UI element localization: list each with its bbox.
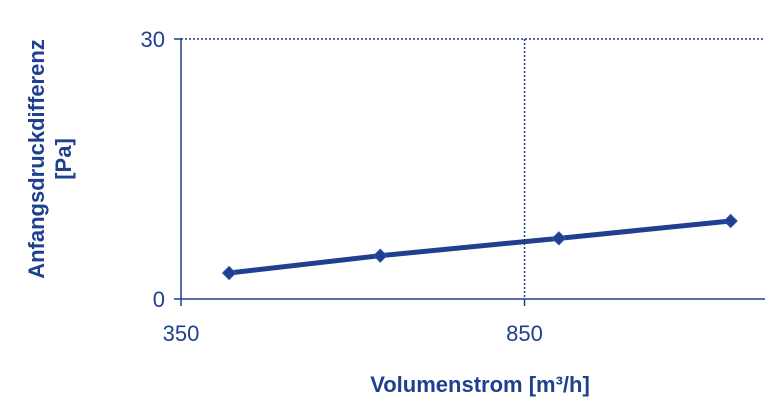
series-line xyxy=(226,218,734,276)
x-tick-label: 850 xyxy=(506,321,543,346)
data-point-marker xyxy=(221,265,237,281)
grid-lines xyxy=(181,38,765,299)
y-tick-label: 30 xyxy=(141,27,165,52)
data-point-marker xyxy=(551,231,567,246)
x-tick-label: 350 xyxy=(163,321,200,346)
series-layer xyxy=(221,213,738,281)
data-point-marker xyxy=(373,248,388,263)
y-axis-title-line-2: [Pa] xyxy=(51,138,76,180)
y-axis-title: Anfangsdruckdifferenz [Pa] xyxy=(24,39,76,279)
tick-labels: 0 30 350 850 xyxy=(141,27,543,346)
axes xyxy=(180,38,765,300)
data-point-marker xyxy=(723,213,738,229)
x-axis-title: Volumenstrom [m³/h] xyxy=(370,372,590,397)
y-tick-label: 0 xyxy=(153,287,165,312)
y-axis-title-line-1: Anfangsdruckdifferenz xyxy=(24,39,49,279)
